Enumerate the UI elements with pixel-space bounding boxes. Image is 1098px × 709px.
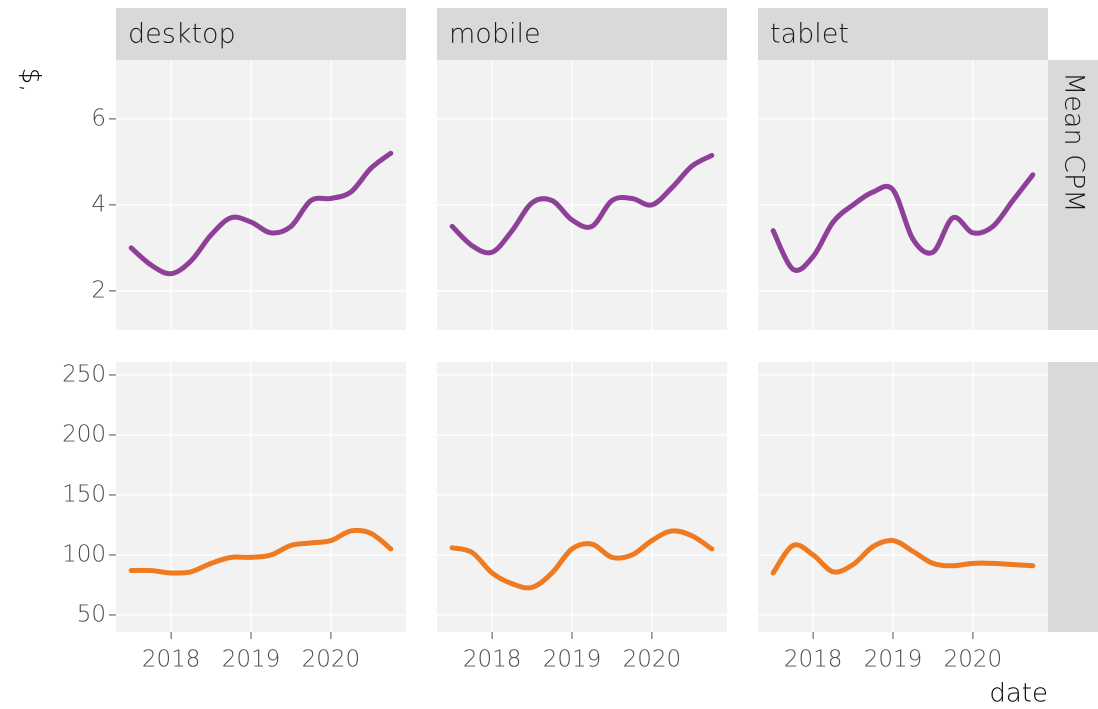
smooth-line (770, 537, 1036, 576)
panel (116, 362, 406, 632)
panel (437, 60, 727, 330)
x-tick-label: 2019 (222, 647, 281, 673)
y-tick-label: 2 (91, 277, 106, 303)
x-tick-label: 2018 (784, 647, 843, 673)
y-tick-label: 4 (91, 191, 106, 217)
y-tick-label: 250 (62, 361, 106, 387)
y-tick-label: 100 (62, 541, 106, 567)
strip (437, 8, 727, 60)
x-tick-label: 2019 (543, 647, 602, 673)
y-tick-label: 6 (91, 105, 106, 131)
y-axis-label: $, (16, 68, 46, 93)
x-tick-label: 2020 (944, 647, 1003, 673)
panel (437, 362, 727, 632)
y-tick-label: 150 (62, 481, 106, 507)
x-tick-label: 2020 (623, 647, 682, 673)
strip (1048, 60, 1098, 330)
strip (1048, 362, 1098, 632)
strip-label: desktop (128, 19, 236, 50)
strip-label: tablet (770, 19, 849, 50)
x-axis-label: date (989, 679, 1048, 709)
x-tick-label: 2018 (142, 647, 201, 673)
x-tick-label: 2020 (302, 647, 361, 673)
strip-label: Mean CPM (1059, 72, 1090, 213)
x-tick-label: 2019 (864, 647, 923, 673)
panel (116, 60, 406, 330)
strip (116, 8, 406, 60)
smooth-line (449, 152, 715, 256)
strip (758, 8, 1048, 60)
smooth-line (770, 172, 1036, 273)
smooth-line (128, 150, 394, 277)
panel (758, 60, 1048, 330)
panel (758, 362, 1048, 632)
y-tick-label: 50 (77, 601, 106, 627)
smooth-line (128, 527, 394, 576)
y-tick-label: 200 (62, 421, 106, 447)
strip-label: mobile (449, 19, 541, 50)
x-tick-label: 2018 (463, 647, 522, 673)
smooth-line (449, 528, 715, 591)
